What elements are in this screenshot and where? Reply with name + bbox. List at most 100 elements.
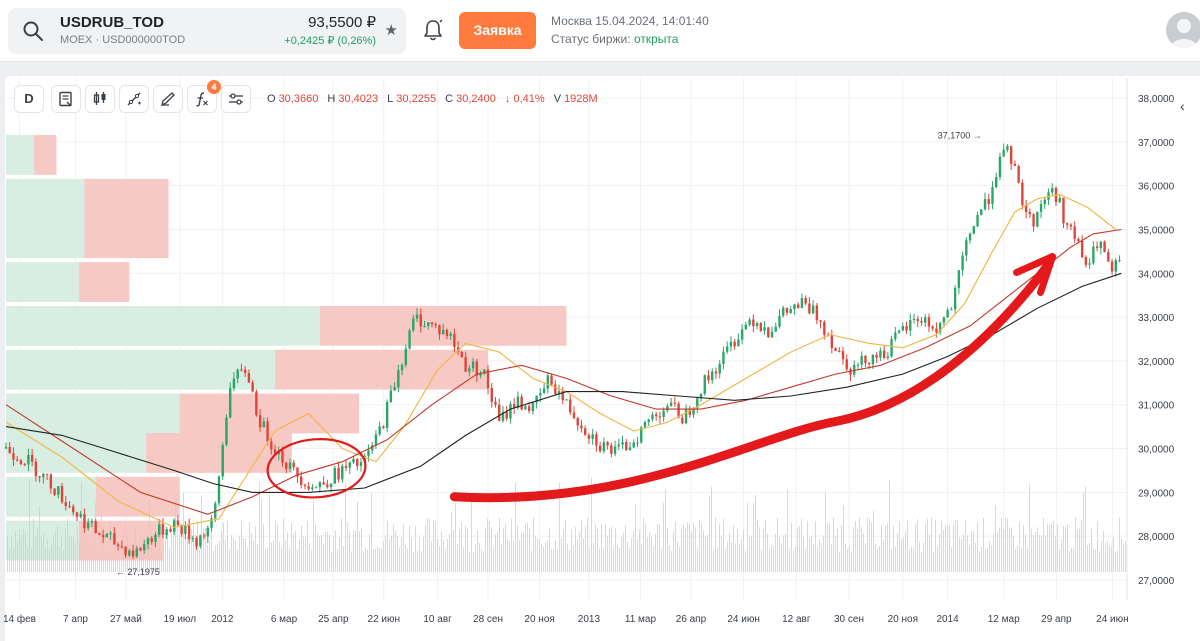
volume-bar xyxy=(1041,535,1042,572)
volume-bar xyxy=(797,527,798,572)
indicators-button[interactable]: 4 xyxy=(187,80,221,113)
candle-up xyxy=(314,487,318,489)
volume-bar xyxy=(803,536,804,572)
candle-down xyxy=(285,462,288,469)
volume-bar xyxy=(837,528,838,572)
volume-bar xyxy=(997,531,998,572)
volume-bar xyxy=(859,517,860,572)
volume-bar xyxy=(901,539,902,572)
volume-bar xyxy=(203,528,204,572)
volume-bar xyxy=(571,529,572,572)
candle-up xyxy=(172,520,176,532)
price-axis-tick: 35,0000 xyxy=(1138,225,1175,236)
order-button[interactable]: Заявка xyxy=(459,12,536,49)
candle-up xyxy=(206,527,209,537)
candle-down xyxy=(240,369,243,371)
volume-bar xyxy=(587,517,588,572)
volume-bar xyxy=(81,481,82,572)
candle-down xyxy=(916,319,919,322)
candle-up xyxy=(860,356,863,365)
volume-bar xyxy=(699,519,700,572)
volume-bar xyxy=(877,548,878,572)
volume-bar xyxy=(197,521,198,572)
candle-up xyxy=(632,442,635,448)
volume-bar xyxy=(535,535,536,572)
volume-bar xyxy=(1049,524,1050,572)
volume-bar xyxy=(79,542,80,572)
volume-bar xyxy=(113,527,114,572)
candle-type-button[interactable] xyxy=(85,85,115,113)
volume-bar xyxy=(715,517,716,572)
volume-bar xyxy=(831,543,832,572)
candle-up xyxy=(415,314,419,319)
chart-options-button[interactable] xyxy=(221,85,251,113)
candle-up xyxy=(1051,187,1054,193)
candle-down xyxy=(322,482,325,485)
star-icon[interactable]: ★ xyxy=(384,22,398,39)
volume-bar xyxy=(509,541,510,572)
volume-bar xyxy=(147,536,148,572)
candle-up xyxy=(262,421,266,428)
volume-bar xyxy=(709,495,710,572)
candle-down xyxy=(875,354,878,358)
volume-bar xyxy=(157,549,158,572)
volume-bar xyxy=(357,501,358,572)
volume-bar xyxy=(659,524,660,572)
ticker-selector[interactable]: USDRUB_TOD MOEX · USD000000TOD 93,5500 ₽… xyxy=(8,8,406,54)
volume-bar xyxy=(657,523,658,572)
candle-up xyxy=(1118,259,1121,261)
search-icon[interactable] xyxy=(22,20,44,42)
candle-down xyxy=(1080,241,1084,258)
volume-bar xyxy=(617,544,618,572)
candle-down xyxy=(550,375,553,385)
volume-bar xyxy=(717,547,718,572)
ticker-change: +0,2425 ₽ (0,26%) xyxy=(284,35,376,47)
volume-bar xyxy=(895,546,896,572)
candle-down xyxy=(464,357,467,372)
candle-down xyxy=(266,421,269,442)
volume-bar xyxy=(423,536,424,572)
chart-settings-button[interactable] xyxy=(51,85,81,113)
draw-line-button[interactable] xyxy=(119,85,149,113)
volume-bar xyxy=(849,546,850,572)
volume-bar xyxy=(955,520,956,572)
candle-down xyxy=(796,304,800,309)
interval-button[interactable]: D xyxy=(14,85,44,113)
volume-bar xyxy=(521,532,522,572)
volume-bar xyxy=(595,524,596,572)
volume-bar xyxy=(625,525,626,572)
candle-down xyxy=(1110,261,1114,272)
volume-bar xyxy=(1115,551,1116,572)
candle-up xyxy=(980,209,983,216)
bell-icon[interactable] xyxy=(422,18,444,42)
volume-bar xyxy=(889,479,890,572)
candle-up xyxy=(449,333,452,337)
volume-bar xyxy=(959,537,960,572)
collapse-panel-icon[interactable]: ‹ xyxy=(1180,98,1185,114)
volume-bar xyxy=(867,517,868,572)
volume-bar xyxy=(419,536,420,572)
volume-bar xyxy=(973,531,974,572)
volume-bar xyxy=(695,527,696,572)
volume-bar xyxy=(1069,550,1070,572)
candle-up xyxy=(778,315,781,327)
price-axis-tick: 36,0000 xyxy=(1138,182,1175,193)
volume-bar xyxy=(217,543,218,572)
candle-up xyxy=(539,393,542,396)
candle-up xyxy=(154,534,157,542)
candle-down xyxy=(834,348,837,352)
candles-icon xyxy=(93,92,106,105)
candle-down xyxy=(456,347,460,352)
volume-bar xyxy=(683,524,684,572)
volume-bar xyxy=(353,530,354,572)
avatar[interactable] xyxy=(1166,12,1200,48)
candle-up xyxy=(146,538,150,545)
volume-bar xyxy=(777,518,778,572)
draw-tools-button[interactable] xyxy=(153,85,183,113)
volume-bar xyxy=(711,486,712,572)
volume-bar xyxy=(743,530,744,572)
volume-bar xyxy=(823,535,824,572)
candle-up xyxy=(57,486,60,495)
volume-bar xyxy=(703,530,704,572)
